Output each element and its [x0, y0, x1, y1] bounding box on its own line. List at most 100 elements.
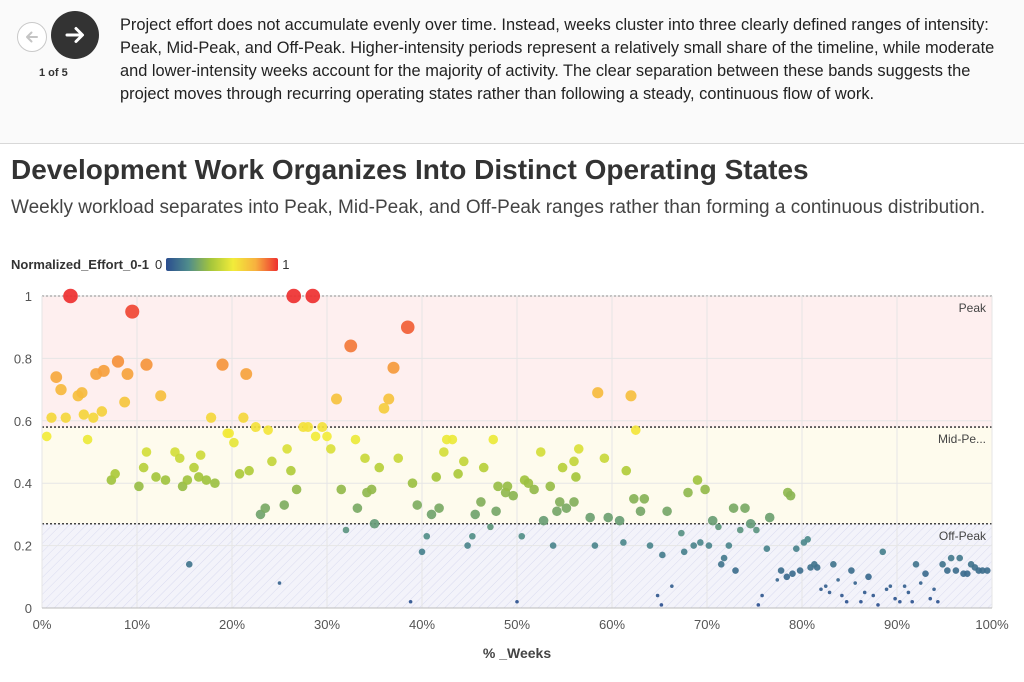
data-point	[561, 503, 572, 513]
scatter-chart[interactable]: 0% 10% 20% 30% 40% 50% 60% 70% 80% 90% 100% 0 0.2 0.4…	[0, 280, 1024, 680]
data-point	[680, 548, 688, 556]
data-point	[763, 545, 771, 553]
data-point	[777, 567, 785, 574]
data-point	[692, 475, 703, 485]
data-point	[326, 444, 336, 454]
data-point	[871, 593, 876, 598]
y-tick-label: 0.6	[14, 414, 32, 429]
data-point	[859, 599, 863, 604]
data-point	[282, 444, 292, 454]
data-point	[383, 393, 395, 405]
data-point	[956, 554, 963, 562]
data-point	[635, 506, 646, 517]
data-point	[205, 412, 217, 423]
band-label-off-peak: Off-Peak	[939, 529, 987, 543]
data-point	[910, 599, 914, 604]
data-point	[96, 406, 108, 417]
data-point	[238, 412, 249, 423]
data-point	[591, 542, 599, 549]
data-point	[277, 581, 282, 585]
data-point	[529, 484, 539, 495]
data-point	[603, 512, 613, 523]
data-point	[760, 593, 764, 598]
data-point	[756, 603, 761, 607]
data-point	[592, 387, 604, 399]
data-point	[426, 509, 437, 520]
arrow-left-icon	[26, 31, 38, 43]
data-point	[487, 523, 494, 531]
data-point	[549, 542, 557, 549]
data-point	[893, 596, 897, 601]
y-tick-label: 1	[25, 289, 32, 304]
data-point	[431, 472, 442, 482]
data-point	[932, 587, 936, 592]
data-point	[267, 456, 277, 467]
x-tick-label: 0%	[33, 617, 52, 632]
data-point	[764, 512, 775, 523]
x-tick-label: 100%	[975, 617, 1009, 632]
data-point	[459, 456, 469, 467]
data-point	[470, 509, 481, 520]
data-point	[707, 515, 718, 526]
data-point	[898, 599, 902, 604]
data-point	[823, 584, 828, 588]
data-point	[303, 422, 313, 433]
data-point	[151, 472, 161, 482]
x-tick-label: 50%	[504, 617, 530, 632]
data-point	[469, 532, 476, 540]
x-tick-label: 40%	[409, 617, 435, 632]
data-point	[717, 561, 725, 568]
data-point	[884, 587, 889, 592]
x-tick-label: 60%	[599, 617, 625, 632]
data-point	[979, 567, 986, 574]
x-axis-title: % _Weeks	[483, 645, 551, 661]
data-point	[918, 581, 923, 585]
data-point	[736, 526, 744, 534]
data-point	[111, 355, 125, 368]
data-point	[928, 596, 933, 601]
story-point-counter: 1 of 5	[39, 67, 68, 79]
band-label-mid-peak: Mid-Pe...	[938, 432, 986, 446]
data-point	[82, 434, 93, 445]
data-point	[902, 584, 907, 588]
y-tick-label: 0.4	[14, 476, 32, 491]
data-point	[138, 462, 149, 473]
data-point	[502, 481, 513, 492]
data-point	[60, 412, 71, 423]
data-point	[407, 478, 418, 488]
data-point	[240, 368, 253, 380]
data-point	[683, 487, 693, 498]
data-point	[182, 475, 193, 485]
data-point	[720, 554, 728, 562]
data-point	[412, 500, 423, 510]
x-tick-label: 30%	[314, 617, 340, 632]
data-point	[697, 539, 704, 546]
data-point	[189, 462, 199, 473]
data-point	[655, 593, 660, 598]
data-point	[250, 422, 261, 433]
data-point	[50, 371, 63, 383]
data-point	[125, 304, 140, 319]
y-tick-label: 0	[25, 601, 32, 616]
next-story-point-button[interactable]	[51, 11, 99, 59]
data-point	[476, 497, 486, 507]
data-point	[819, 587, 823, 592]
x-tick-label: 80%	[789, 617, 815, 632]
previous-story-point-button[interactable]	[17, 22, 47, 52]
legend-min-label: 0	[154, 257, 163, 272]
data-point	[557, 462, 568, 473]
data-point	[366, 484, 377, 495]
data-point	[193, 472, 204, 482]
data-point	[224, 428, 234, 439]
legend-gradient-bar	[166, 258, 279, 271]
data-point	[796, 567, 804, 574]
data-point	[336, 484, 347, 495]
data-point	[554, 497, 565, 507]
data-point	[210, 478, 220, 488]
data-point	[201, 475, 212, 485]
data-point	[360, 453, 370, 464]
data-point	[630, 425, 641, 435]
data-point	[785, 490, 796, 501]
data-point	[775, 578, 780, 582]
color-legend[interactable]: Normalized_Effort_0-1 0 1	[11, 257, 289, 272]
